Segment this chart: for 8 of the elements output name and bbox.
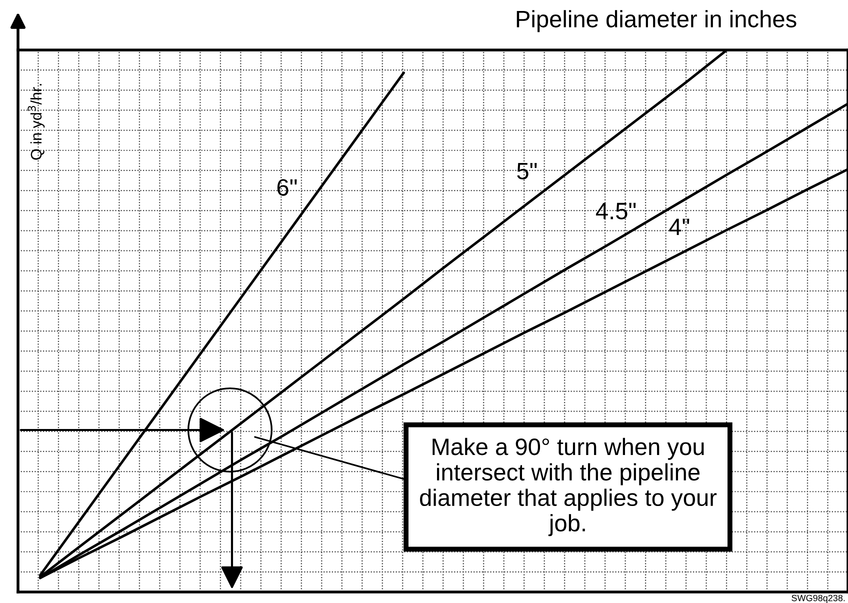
chart-title: Pipeline diameter in inches <box>516 10 796 32</box>
annotation: Make a 90° turn when you intersect with the pipeline diameter that applies to your job. <box>420 438 717 536</box>
series-label: 6" <box>277 179 297 196</box>
series-label: 4" <box>669 218 690 236</box>
series-label: 4.5" <box>596 202 636 220</box>
y-axis-title: Q in yd$^{3}$/hr. <box>28 84 45 160</box>
series-label: 5" <box>517 162 537 180</box>
text: SWG98q238. <box>792 594 845 603</box>
